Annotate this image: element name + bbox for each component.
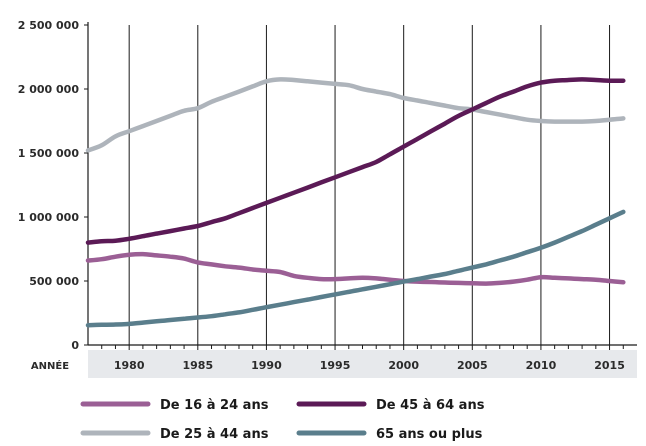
x-axis-label: ANNÉE — [31, 359, 69, 372]
x-tick-label: 2010 — [526, 359, 557, 372]
x-tick-label: 1985 — [182, 359, 213, 372]
legend-label: De 16 à 24 ans — [160, 398, 269, 413]
y-tick-label: 1 000 000 — [18, 211, 80, 224]
x-tick-label: 2005 — [457, 359, 488, 372]
series-line — [85, 77, 626, 153]
y-tick-label: 2 000 000 — [18, 83, 80, 96]
y-tick-label: 2 500 000 — [18, 19, 80, 32]
series-line — [85, 251, 626, 286]
series-line — [85, 209, 626, 328]
x-tick-label: 2015 — [594, 359, 625, 372]
y-tick-label: 500 000 — [29, 275, 79, 288]
x-tick-label: 1995 — [320, 359, 351, 372]
x-tick-label: 1990 — [251, 359, 282, 372]
series-line — [85, 77, 626, 245]
legend-label: De 25 à 44 ans — [160, 427, 269, 442]
legend-label: 65 ans ou plus — [376, 427, 483, 442]
x-tick-label: 2000 — [388, 359, 419, 372]
x-axis-band — [88, 350, 637, 378]
x-tick-label: 1980 — [114, 359, 145, 372]
y-tick-label: 1 500 000 — [18, 147, 80, 160]
y-tick-label: 0 — [71, 339, 79, 352]
legend-label: De 45 à 64 ans — [376, 398, 485, 413]
